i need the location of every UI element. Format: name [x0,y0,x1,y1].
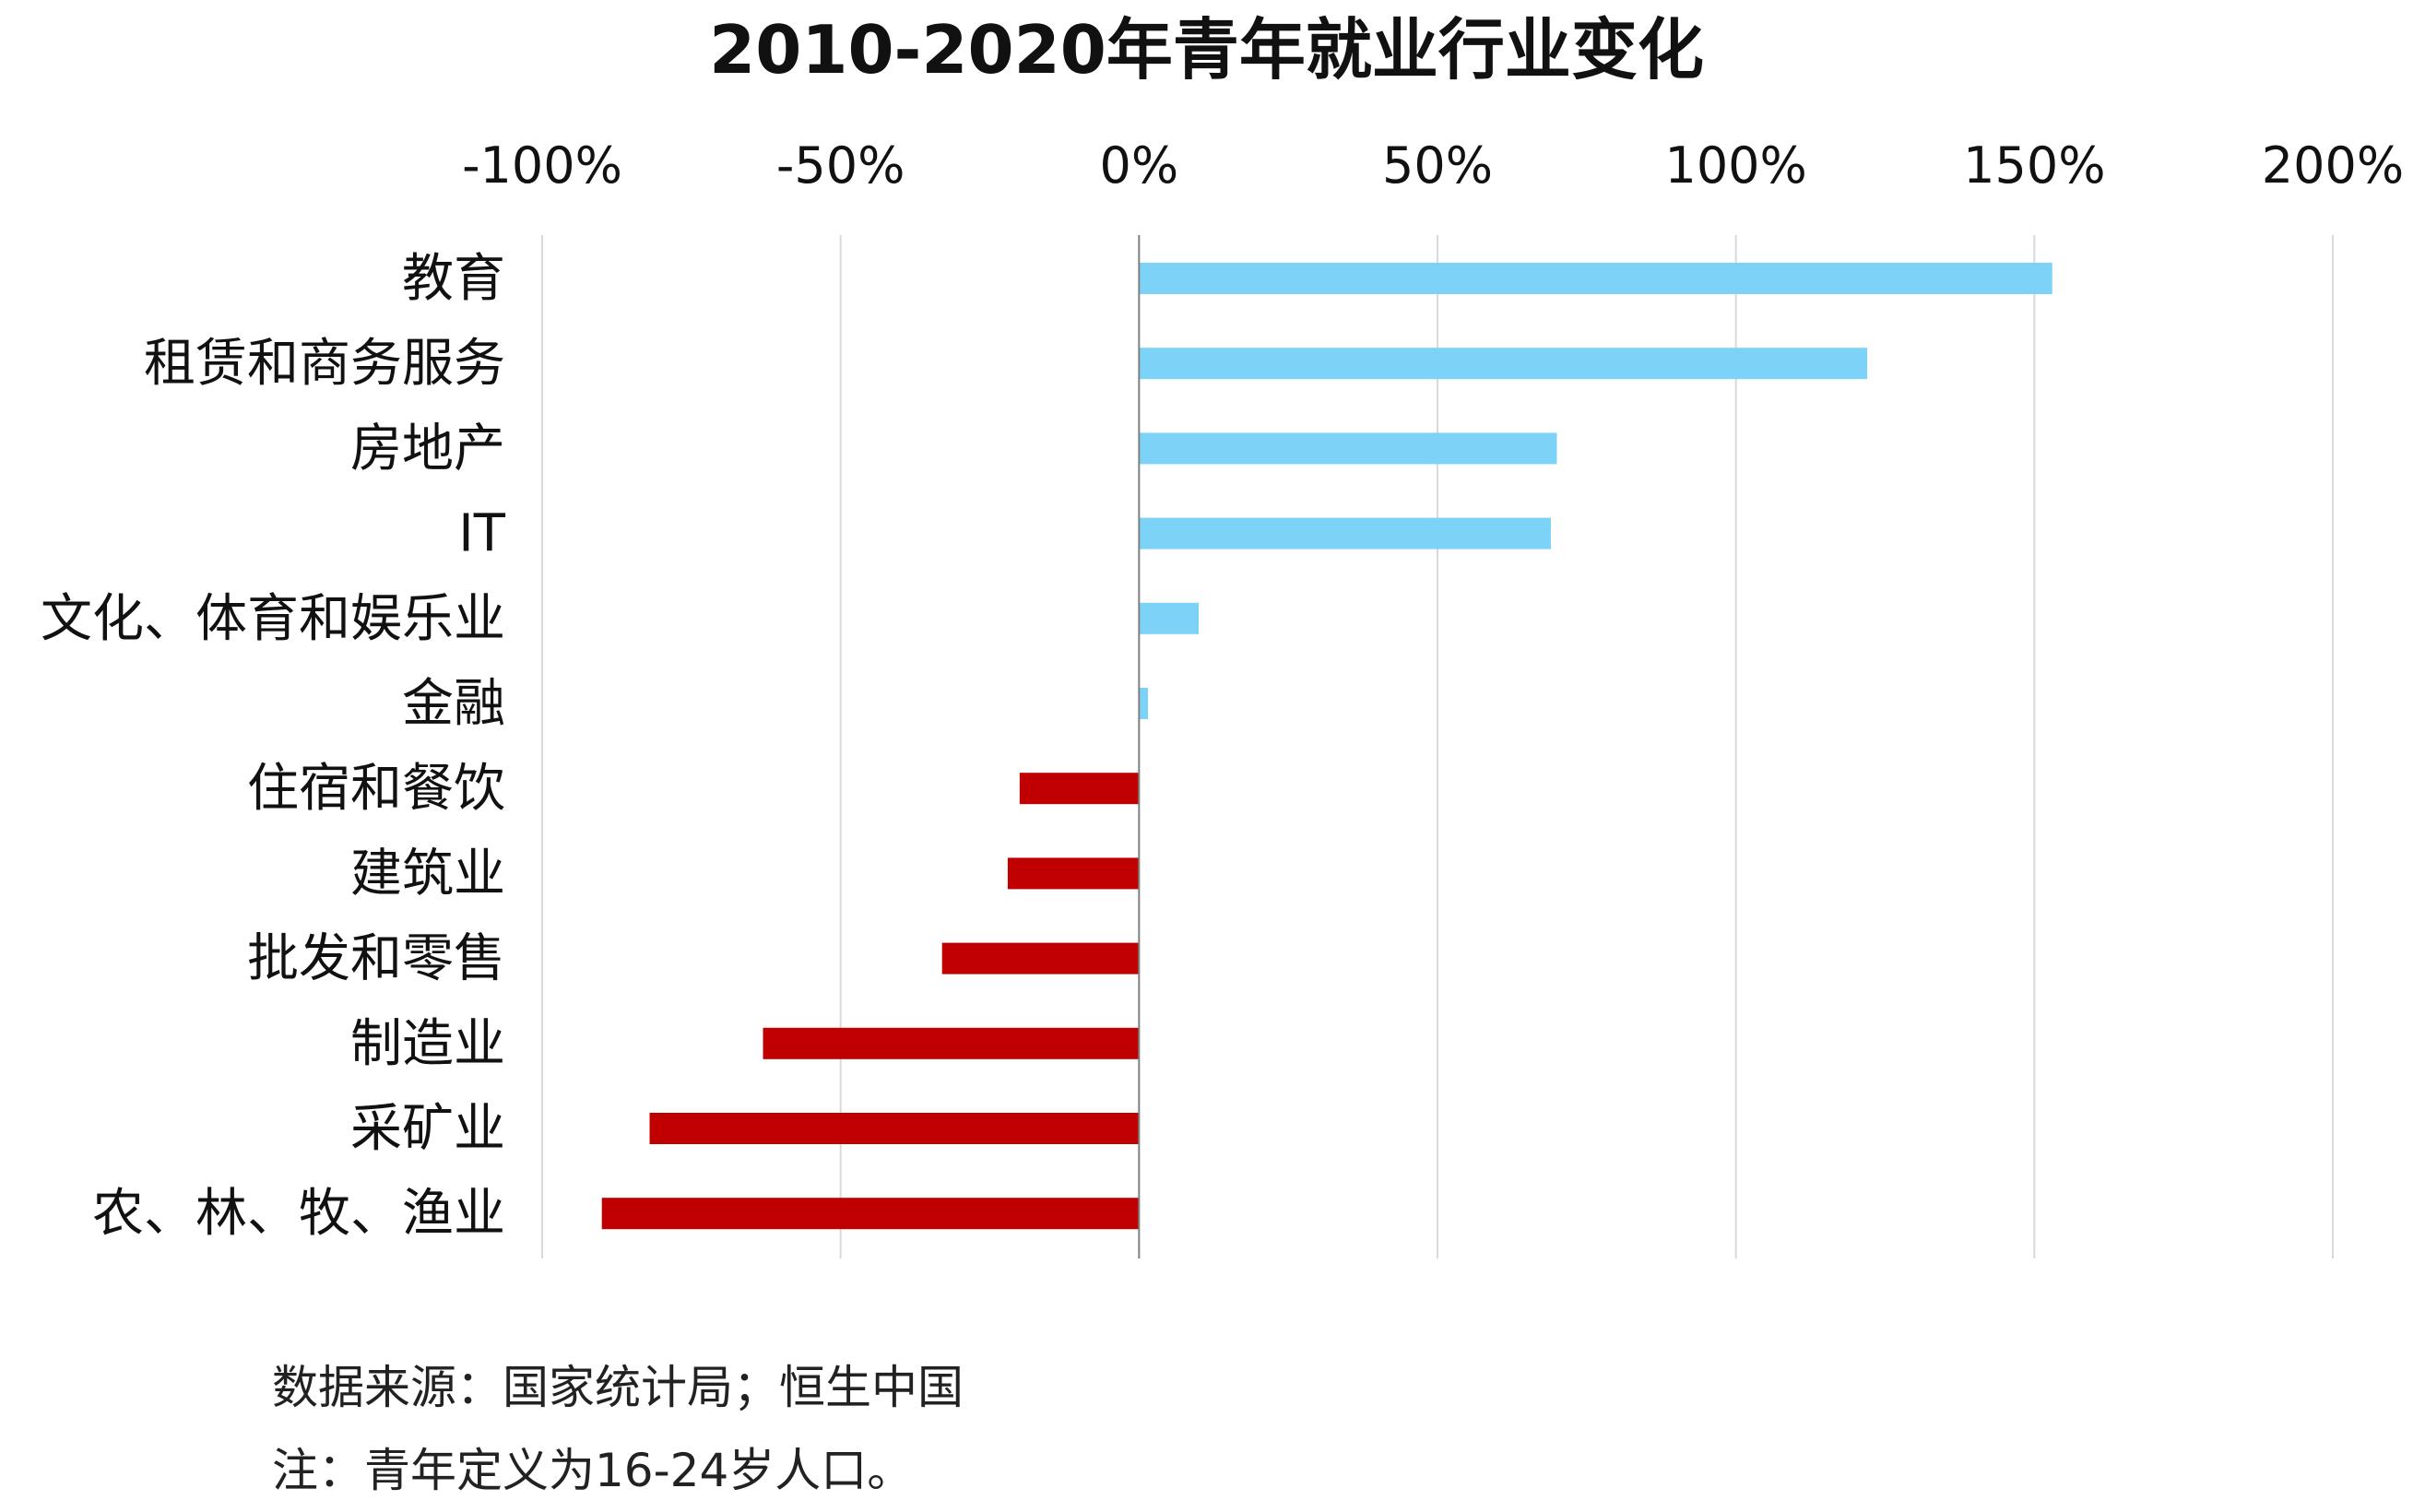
bar [941,942,1140,975]
bar [1139,432,1557,465]
x-tick-label: 0% [1099,136,1178,195]
category-label: 农、林、牧、渔业 [92,1184,505,1244]
category-label: 制造业 [350,1014,505,1074]
bar [1139,263,2052,294]
bar [649,1113,1140,1144]
category-label: 建筑业 [350,844,505,904]
x-tick-label: 50% [1382,136,1493,195]
category-label: 采矿业 [350,1099,505,1159]
bar [601,1198,1140,1230]
category-label: 金融 [402,674,505,734]
category-label: 文化、体育和娱乐业 [41,589,505,649]
x-tick-label: -100% [462,136,622,195]
bar [1139,348,1868,380]
bar [1007,857,1140,890]
category-label: 房地产 [350,419,505,478]
category-label: 租赁和商务服务 [144,334,505,394]
x-tick-label: 150% [1963,136,2105,195]
x-tick-label: 100% [1664,136,1806,195]
bar [1139,517,1551,549]
category-label: IT [458,504,506,564]
chart-notes: 数据来源：国家统计局；恒生中国 注：青年定义为16-24岁人口。 [272,1346,964,1512]
chart-title: 2010-2020年青年就业行业变化 [709,11,1704,89]
category-label: 住宿和餐饮 [247,759,505,819]
bar [1019,773,1140,805]
bar [763,1027,1140,1059]
bar [1139,688,1149,719]
definition-note: 注：青年定义为16-24岁人口。 [272,1444,914,1497]
x-tick-label: 200% [2262,136,2404,195]
category-label: 教育 [402,249,505,309]
source-note: 数据来源：国家统计局；恒生中国 [272,1361,964,1414]
bar [1139,602,1200,634]
x-tick-label: -50% [776,136,905,195]
category-label: 批发和零售 [247,929,505,989]
